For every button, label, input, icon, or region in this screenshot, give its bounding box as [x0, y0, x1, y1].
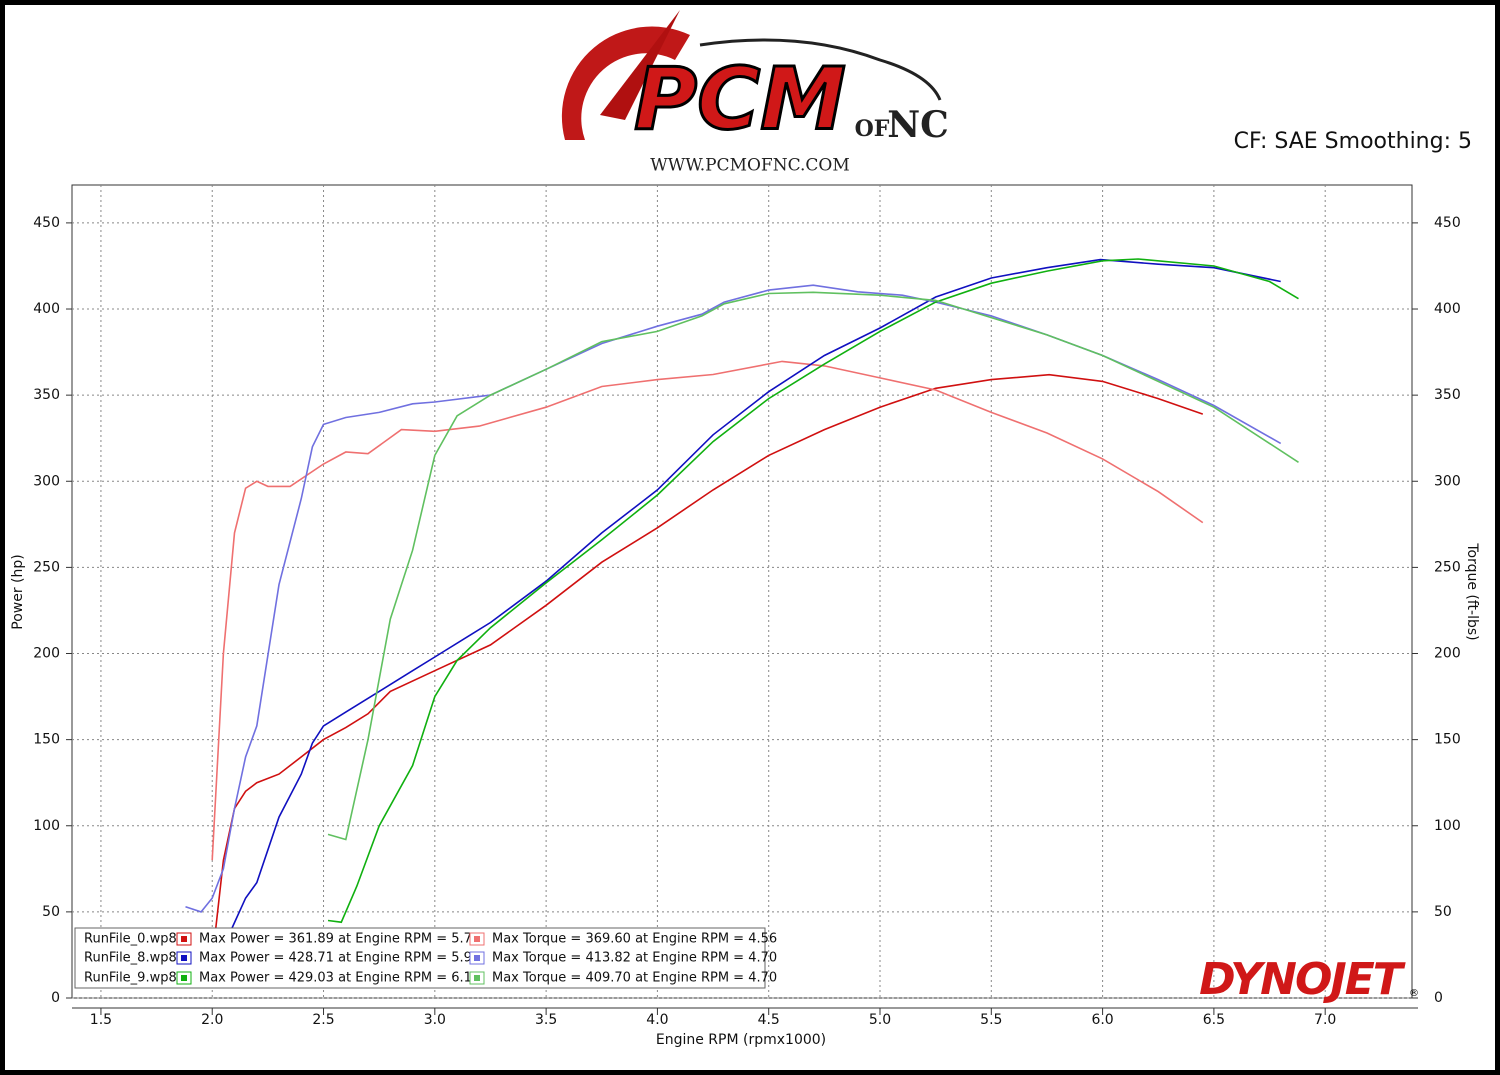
y2-tick-label: 200 [1434, 646, 1461, 662]
y2-tick-label: 350 [1434, 387, 1461, 403]
x-tick-label: 4.0 [646, 1012, 668, 1028]
logo-of: OF [855, 116, 890, 142]
y-tick-label: 400 [33, 301, 60, 317]
logo-main: PCM [634, 49, 846, 149]
legend-swatch [181, 936, 187, 942]
logo: PCM OF NC WWW.PCMOFNC.COM [561, 10, 949, 176]
legend-swatch [474, 936, 480, 942]
series-line [327, 291, 1299, 841]
x-axis-label: Engine RPM (rpmx1000) [656, 1032, 826, 1048]
y-tick-label: 200 [33, 646, 60, 662]
y-tick-label: 250 [33, 559, 60, 575]
y-tick-label: 350 [33, 387, 60, 403]
legend: RunFile_0.wp8 RunFile_8.wp8 RunFile_9.wp8 M… [84, 932, 777, 986]
y2-tick-label: 400 [1434, 301, 1461, 317]
legend-swatch [474, 975, 480, 981]
legend-label: Max Power = 361.89 at Engine RPM = 5.76 [199, 932, 480, 947]
logo-nc: NC [887, 104, 949, 146]
series-line [211, 360, 1204, 861]
x-tick-label: 2.5 [312, 1012, 334, 1028]
x-tick-label: 3.0 [424, 1012, 446, 1028]
logo-url: WWW.PCMOFNC.COM [650, 156, 849, 176]
logo-needle [600, 10, 680, 120]
x-tick-label: 3.5 [535, 1012, 557, 1028]
legend-swatch [181, 975, 187, 981]
y-tick-label: 50 [42, 904, 60, 920]
legend-label: Max Power = 428.71 at Engine RPM = 5.99 [199, 951, 480, 966]
y2-tick-label: 450 [1434, 215, 1461, 231]
lines [185, 258, 1299, 961]
logo-car [699, 38, 942, 101]
series-line [211, 373, 1204, 961]
y-tick-label: 450 [33, 215, 60, 231]
x-tick-label: 2.0 [201, 1012, 223, 1028]
y-axis-label: Power (hp) [10, 554, 26, 629]
y2-tick-label: 300 [1434, 473, 1461, 489]
x-tick-label: 5.0 [869, 1012, 891, 1028]
x-tick-label: 6.0 [1091, 1012, 1113, 1028]
legend-label: Max Power = 429.03 at Engine RPM = 6.16 [199, 971, 480, 986]
brand-mark: ® [1409, 988, 1419, 999]
subtitle: CF: SAE Smoothing: 5 [1234, 129, 1472, 154]
x-tick-label: 4.5 [758, 1012, 780, 1028]
series-line [229, 258, 1281, 933]
y-tick-label: 100 [33, 818, 60, 834]
x-tick-label: 7.0 [1314, 1012, 1336, 1028]
y-tick-label: 0 [51, 990, 60, 1006]
x-tick-label: 6.5 [1203, 1012, 1225, 1028]
logo-gauge [561, 26, 690, 140]
y2-tick-label: 0 [1434, 990, 1443, 1006]
y-tick-label: 150 [33, 732, 60, 748]
x-tick-label: 1.5 [90, 1012, 112, 1028]
legend-label: Max Torque = 413.82 at Engine RPM = 4.70 [492, 951, 777, 966]
legend-file: RunFile_0.wp8 [84, 932, 177, 947]
y2-tick-label: 50 [1434, 904, 1452, 920]
legend-label: Max Torque = 409.70 at Engine RPM = 4.70 [492, 971, 777, 986]
legend-label: Max Torque = 369.60 at Engine RPM = 4.56 [492, 932, 777, 947]
brand: DYNOJET [1199, 954, 1406, 1005]
y-tick-label: 300 [33, 473, 60, 489]
y2-axis-label: Torque (ft-lbs) [1464, 542, 1480, 640]
y2-tick-label: 250 [1434, 559, 1461, 575]
x-tick-label: 5.5 [980, 1012, 1002, 1028]
y2-tick-label: 150 [1434, 732, 1461, 748]
legend-swatch [474, 955, 480, 961]
background [5, 5, 1495, 1070]
legend-file: RunFile_8.wp8 [84, 951, 177, 966]
y2-tick-label: 100 [1434, 818, 1461, 834]
legend-swatch [181, 955, 187, 961]
legend-file: RunFile_9.wp8 [84, 971, 177, 986]
series-line [327, 258, 1299, 924]
